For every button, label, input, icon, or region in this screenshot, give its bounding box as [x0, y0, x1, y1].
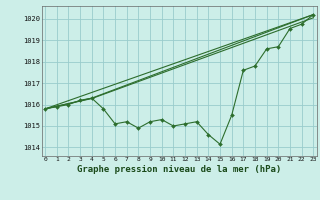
X-axis label: Graphe pression niveau de la mer (hPa): Graphe pression niveau de la mer (hPa)	[77, 165, 281, 174]
